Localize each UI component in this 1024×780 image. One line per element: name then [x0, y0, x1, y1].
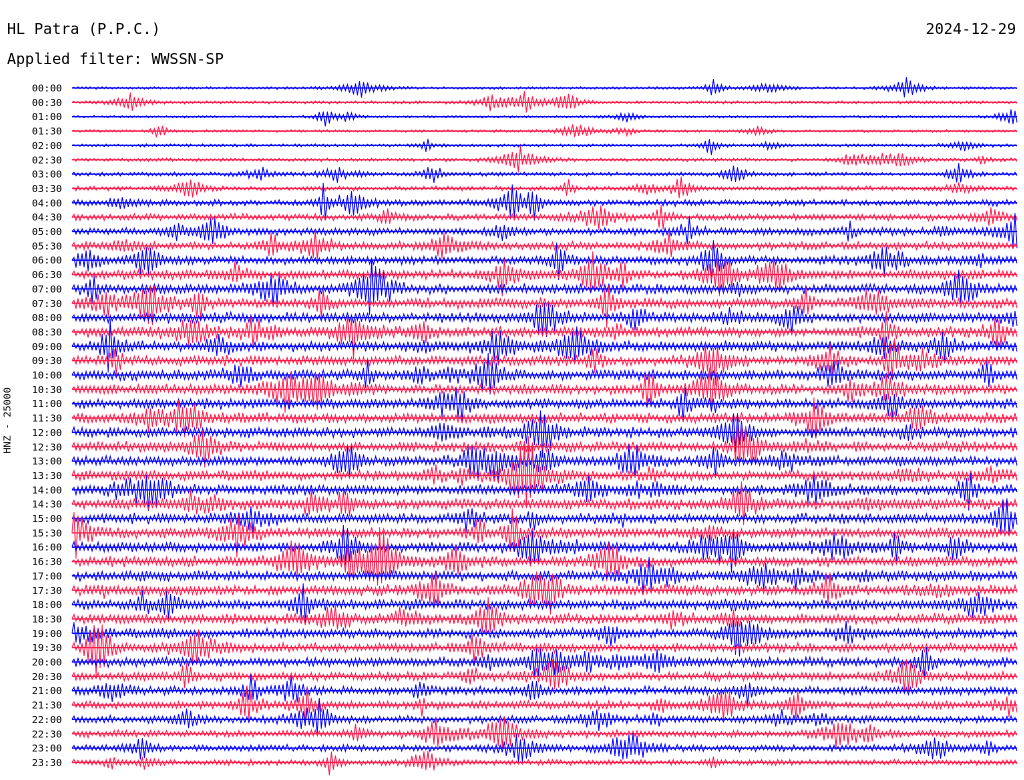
- trace-row-0500: [71, 213, 1018, 249]
- trace-row-0100: [71, 109, 1018, 127]
- row-time-label: 12:00: [32, 428, 62, 439]
- trace-row-2100: [71, 674, 1018, 706]
- row-time-label: 11:00: [32, 399, 62, 410]
- row-time-label: 10:30: [32, 385, 62, 396]
- row-time-label: 23:00: [32, 744, 62, 755]
- row-time-label: 15:30: [32, 528, 62, 539]
- trace-row-1300: [71, 444, 1018, 482]
- row-time-label: 05:00: [32, 227, 62, 238]
- trace-row-1230: [71, 424, 1018, 468]
- row-time-label: 21:00: [32, 686, 62, 697]
- row-time-label: 14:30: [32, 500, 62, 511]
- row-time-label: 20:00: [32, 658, 62, 669]
- row-time-label: 13:00: [32, 457, 62, 468]
- trace-row-0900: [71, 318, 1018, 373]
- row-time-label: 20:30: [32, 672, 62, 683]
- row-time-label: 07:00: [32, 284, 62, 295]
- row-time-label: 00:30: [32, 98, 62, 109]
- trace-row-1900: [71, 620, 1018, 657]
- row-time-label: 03:00: [32, 170, 62, 181]
- row-time-label: 09:00: [32, 342, 62, 353]
- row-time-label: 17:00: [32, 571, 62, 582]
- row-time-label: 04:00: [32, 198, 62, 209]
- trace-row-1400: [71, 472, 1018, 511]
- row-time-label: 09:30: [32, 356, 62, 367]
- row-time-label: 01:00: [32, 112, 62, 123]
- row-time-label: 07:30: [32, 299, 62, 310]
- row-time-label: 00:00: [32, 84, 62, 95]
- trace-row-1030: [71, 367, 1018, 413]
- station-title: HL Patra (P.P.C.): [7, 20, 161, 38]
- row-time-label: 06:30: [32, 270, 62, 281]
- trace-row-2230: [71, 715, 1018, 749]
- trace-row-2330: [71, 750, 1018, 776]
- trace-row-1830: [71, 597, 1018, 634]
- date-label: 2024-12-29: [925, 20, 1016, 38]
- row-time-label: 06:00: [32, 256, 62, 267]
- row-time-label: 02:00: [32, 141, 62, 152]
- row-time-label: 03:30: [32, 184, 62, 195]
- row-time-label: 13:30: [32, 471, 62, 482]
- row-time-label: 19:00: [32, 629, 62, 640]
- row-time-label: 12:30: [32, 442, 62, 453]
- row-time-label: 08:30: [32, 327, 62, 338]
- trace-row-0300: [71, 162, 1018, 184]
- trace-row-0200: [71, 138, 1018, 156]
- row-time-label: 05:30: [32, 241, 62, 252]
- row-time-label: 21:30: [32, 701, 62, 712]
- filter-label: Applied filter: WWSSN-SP: [7, 50, 224, 68]
- trace-row-0330: [71, 176, 1018, 199]
- row-time-label: 22:30: [32, 729, 62, 740]
- trace-row-1000: [71, 352, 1018, 395]
- trace-row-1700: [71, 556, 1018, 595]
- trace-row-0630: [71, 251, 1018, 297]
- row-time-label: 01:30: [32, 127, 62, 138]
- row-time-label: 14:00: [32, 485, 62, 496]
- trace-row-2130: [71, 685, 1018, 725]
- row-time-label: 15:00: [32, 514, 62, 525]
- row-time-label: 08:00: [32, 313, 62, 324]
- row-time-label: 22:00: [32, 715, 62, 726]
- row-time-label: 19:30: [32, 643, 62, 654]
- trace-row-2000: [71, 647, 1018, 680]
- trace-row-1600: [71, 524, 1018, 573]
- row-time-label: 18:30: [32, 614, 62, 625]
- row-time-label: 11:30: [32, 414, 62, 425]
- row-time-label: 04:30: [32, 213, 62, 224]
- row-time-label: 10:00: [32, 371, 62, 382]
- row-time-label: 16:30: [32, 557, 62, 568]
- row-time-label: 16:00: [32, 543, 62, 554]
- trace-row-2200: [71, 697, 1018, 735]
- row-time-label: 23:30: [32, 758, 62, 769]
- row-time-label: 17:30: [32, 586, 62, 597]
- trace-row-1730: [71, 571, 1018, 615]
- row-time-label: 18:00: [32, 600, 62, 611]
- trace-row-0830: [71, 311, 1018, 360]
- trace-row-1330: [71, 436, 1018, 507]
- row-time-label: 02:30: [32, 155, 62, 166]
